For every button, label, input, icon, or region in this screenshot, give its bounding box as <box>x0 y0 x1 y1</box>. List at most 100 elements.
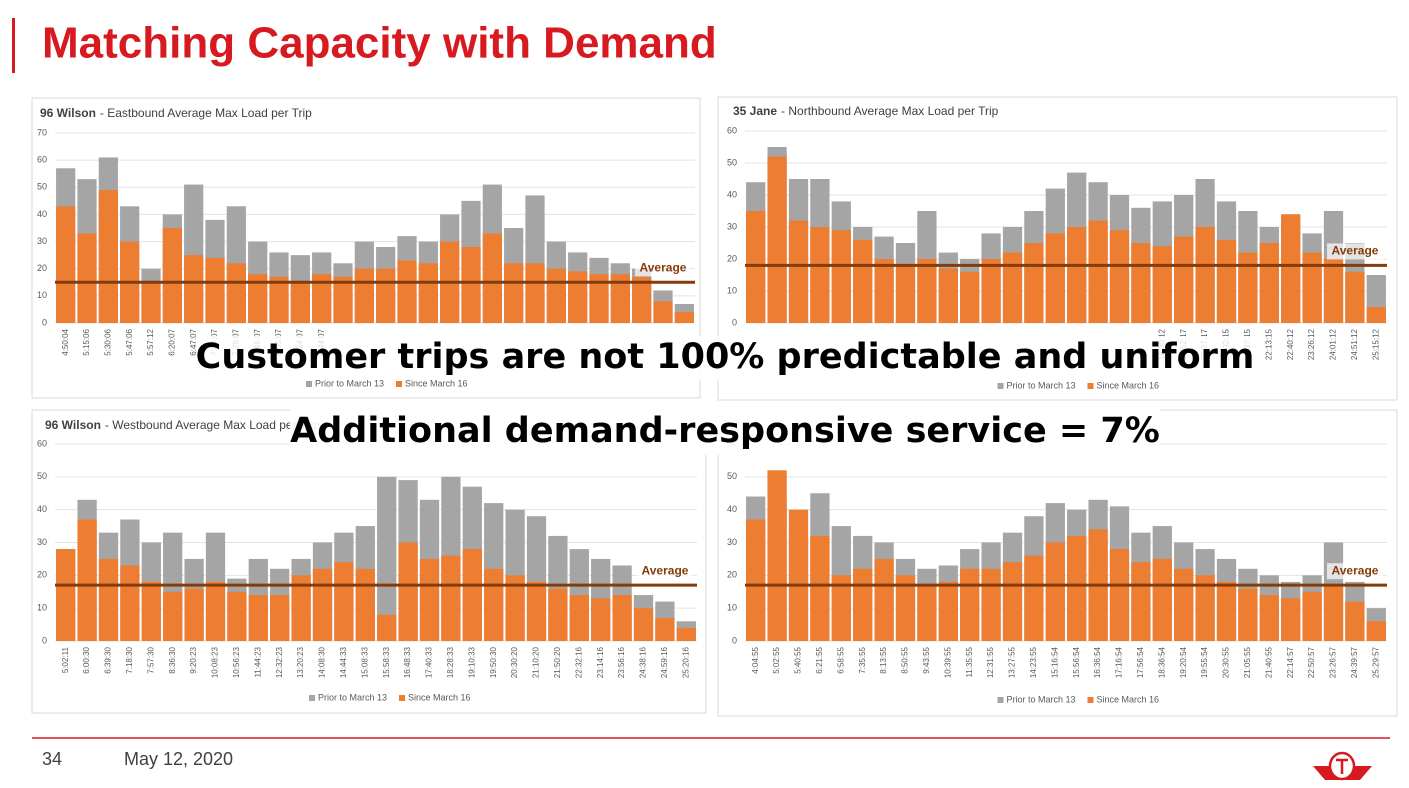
legend-label: Since March 16 <box>405 378 468 388</box>
x-tick-label: 8:36:30 <box>168 646 177 673</box>
y-tick-label: 10 <box>37 603 47 613</box>
date: May 12, 2020 <box>124 749 233 769</box>
callout: Customer trips are not 100% predictable … <box>196 337 1255 377</box>
x-tick-label: 5:15:06 <box>82 328 91 355</box>
y-tick-label: 10 <box>37 290 47 300</box>
bar <box>505 575 525 641</box>
chart-title-bold: 96 Wilson <box>40 106 96 120</box>
x-tick-label: 15:56:54 <box>1072 646 1081 678</box>
x-tick-label: 6:20:07 <box>167 328 176 355</box>
x-tick-label: 22:40:12 <box>1286 328 1295 360</box>
x-tick-label: 21:05:55 <box>1243 646 1252 678</box>
bar <box>610 274 630 323</box>
x-tick-label: 22:32:16 <box>574 646 583 678</box>
callout: Additional demand-responsive service = 7… <box>290 411 1160 451</box>
chart: 96 Wilson - Westbound Average Max Load pe… <box>31 409 707 714</box>
x-tick-label: 13:27:55 <box>1008 646 1017 678</box>
bar <box>810 227 830 323</box>
chart-subtitle: - Eastbound Average Max Load per Trip <box>100 106 312 120</box>
bar <box>205 581 226 641</box>
bar <box>1281 214 1301 323</box>
bar <box>569 595 589 641</box>
y-tick-label: 30 <box>727 537 737 547</box>
page-number: 34 <box>42 749 62 769</box>
y-tick-label: 50 <box>37 471 47 481</box>
x-tick-label: 5:40:55 <box>794 646 803 673</box>
bar <box>1216 239 1237 323</box>
bar <box>788 509 809 641</box>
x-tick-label: 16:36:54 <box>1093 646 1102 678</box>
x-tick-label: 23:26:57 <box>1329 646 1338 678</box>
bar <box>141 581 161 641</box>
bar <box>895 575 916 641</box>
legend-swatch <box>396 381 402 387</box>
bar <box>767 470 787 641</box>
x-tick-label: 15:58:33 <box>382 646 391 678</box>
chart-subtitle: - Northbound Average Max Load per Trip <box>781 104 999 118</box>
bar <box>184 255 204 323</box>
x-tick-label: 25:20:16 <box>681 646 690 678</box>
bar <box>981 568 1001 641</box>
x-tick-label: 19:55:54 <box>1200 646 1209 678</box>
x-tick-label: 18:28:33 <box>446 646 455 678</box>
bar <box>1131 562 1151 641</box>
bar <box>269 276 289 323</box>
bar <box>1366 621 1386 641</box>
bar <box>77 519 97 641</box>
bar <box>746 519 766 641</box>
x-tick-label: 24:59:16 <box>660 646 669 678</box>
bar <box>874 558 894 641</box>
x-tick-label: 7:18:30 <box>125 646 134 673</box>
y-tick-label: 0 <box>42 635 47 645</box>
bar <box>1152 246 1172 323</box>
bar <box>1238 588 1258 641</box>
chart-subtitle: - Westbound Average Max Load per Trip <box>105 418 320 432</box>
bar <box>1281 598 1301 641</box>
x-tick-label: 5:02:55 <box>772 646 781 673</box>
bar <box>1002 562 1023 641</box>
chart-title-bold: 96 Wilson <box>45 418 101 432</box>
bar <box>1067 535 1087 641</box>
average-label-bg <box>1327 243 1383 260</box>
x-tick-label: 14:23:55 <box>1029 646 1038 678</box>
legend-swatch <box>309 695 315 701</box>
y-tick-label: 10 <box>727 603 737 613</box>
x-tick-label: 17:56:54 <box>1136 646 1145 678</box>
bar <box>1345 271 1365 323</box>
bar <box>938 581 958 641</box>
bar <box>484 568 504 641</box>
x-tick-label: 24:38:16 <box>639 646 648 678</box>
x-tick-label: 21:50:20 <box>553 646 562 678</box>
bar <box>895 265 916 323</box>
legend-swatch <box>306 381 312 387</box>
legend-swatch <box>399 695 405 701</box>
bar <box>462 549 482 641</box>
bar <box>960 568 980 641</box>
bar <box>1259 243 1279 323</box>
y-tick-label: 60 <box>37 438 47 448</box>
bar <box>227 591 247 641</box>
bar <box>526 581 547 641</box>
bar <box>853 239 873 323</box>
bar <box>1195 227 1215 323</box>
bar <box>312 274 332 323</box>
bar <box>461 247 481 323</box>
bar <box>1024 243 1044 323</box>
bar <box>1088 220 1108 323</box>
x-tick-label: 16:48:33 <box>403 646 412 678</box>
bar <box>1131 243 1151 323</box>
x-tick-label: 20:30:20 <box>510 646 519 678</box>
bar <box>226 263 246 323</box>
bar <box>653 301 673 323</box>
y-tick-label: 40 <box>727 189 737 199</box>
x-tick-label: 9:43:55 <box>922 646 931 673</box>
x-tick-label: 10:08:23 <box>211 646 220 678</box>
x-tick-label: 11:35:55 <box>965 646 974 677</box>
legend-label: Prior to March 13 <box>315 378 384 388</box>
bar <box>1216 581 1237 641</box>
y-tick-label: 50 <box>37 182 47 192</box>
bar <box>1238 252 1258 323</box>
bar <box>1002 252 1023 323</box>
bar <box>419 558 440 641</box>
bar <box>333 276 353 323</box>
